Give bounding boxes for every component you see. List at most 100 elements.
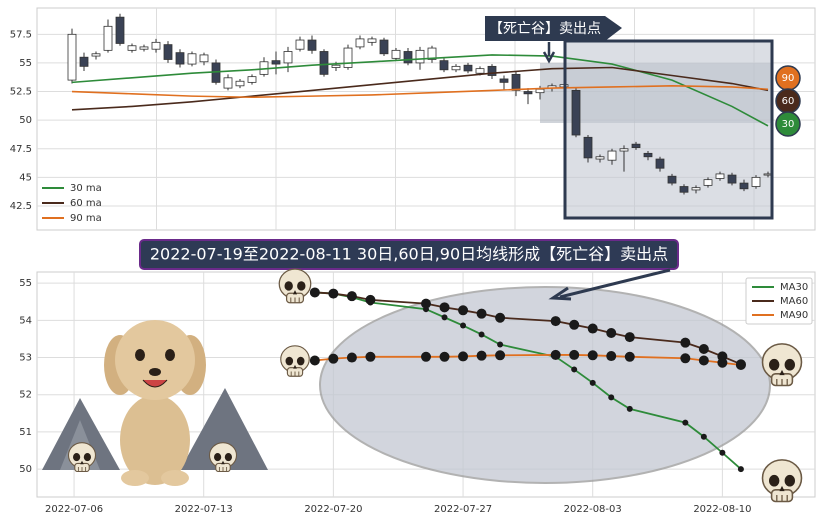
candle-body	[451, 65, 461, 71]
y-tick-label: 47.5	[10, 144, 32, 155]
marker	[587, 350, 598, 361]
candle-body	[187, 53, 197, 65]
candle-body	[295, 39, 305, 50]
marker	[571, 366, 578, 373]
marker	[497, 341, 504, 348]
ma-line	[71, 54, 769, 127]
y-tick-label: 50	[19, 464, 32, 475]
marker	[550, 349, 561, 360]
candle-body	[139, 46, 149, 50]
marker	[458, 351, 469, 362]
x-tick-label: 2022-07-13	[175, 504, 233, 515]
candle-body	[703, 179, 713, 186]
marker	[700, 433, 707, 440]
marker	[328, 353, 339, 364]
marker	[698, 355, 709, 366]
marker	[421, 351, 431, 362]
y-tick-label: 55	[19, 58, 32, 69]
candle-body	[163, 44, 173, 60]
marker	[626, 405, 633, 412]
candle-body	[115, 16, 125, 44]
candle-body	[331, 64, 341, 68]
candle-body	[655, 158, 665, 169]
y-tick-label: 45	[19, 172, 32, 183]
candle-body	[247, 76, 257, 83]
candle-body	[403, 51, 413, 64]
candle-body	[487, 65, 497, 76]
annotation-arrow	[542, 42, 556, 64]
candle-body	[523, 91, 533, 95]
marker	[421, 298, 431, 309]
candle-body	[499, 78, 509, 83]
marker	[478, 331, 485, 338]
candle-body	[727, 174, 737, 184]
x-tick-label: 2022-08-10	[693, 504, 751, 515]
end-label: 60	[782, 96, 795, 107]
candle-body	[391, 49, 401, 59]
candle-body	[511, 73, 521, 91]
candle-body	[235, 80, 245, 87]
marker	[476, 308, 487, 319]
candle-body	[199, 54, 209, 63]
y-tick-label: 55	[19, 278, 32, 289]
candle-body	[67, 33, 77, 81]
candle-body	[103, 25, 113, 51]
candle-body	[715, 173, 725, 179]
marker	[476, 350, 487, 361]
marker	[606, 327, 617, 338]
candle-body	[79, 56, 89, 67]
candle-body	[271, 60, 281, 65]
legend-box	[745, 277, 813, 325]
ma-line	[71, 66, 769, 111]
marker	[365, 294, 376, 305]
y-tick-label: 54	[19, 315, 32, 326]
candle-body	[319, 51, 329, 75]
marker	[309, 355, 320, 366]
marker	[698, 343, 709, 354]
candle-body	[667, 175, 677, 184]
candle-body	[223, 77, 233, 89]
marker	[606, 351, 617, 362]
candle-body	[439, 60, 449, 71]
end-badge	[775, 111, 801, 137]
x-tick-label: 2022-08-03	[564, 504, 622, 515]
end-label: 30	[782, 119, 795, 130]
legend-label: MA60	[780, 296, 808, 307]
marker	[589, 379, 596, 386]
y-tick-label: 57.5	[10, 29, 32, 40]
marker	[495, 312, 506, 323]
candle-body	[643, 152, 653, 158]
legend-label: 60 ma	[70, 198, 102, 209]
candle-body	[679, 186, 689, 193]
marker	[680, 353, 691, 364]
marker	[346, 291, 357, 302]
candle-body	[415, 49, 425, 64]
marker	[328, 288, 339, 299]
title-arrow	[548, 268, 671, 301]
y-tick-label: 52.5	[10, 87, 32, 98]
annotation-box	[485, 16, 622, 41]
candle-body	[367, 38, 377, 43]
candle-body	[151, 41, 161, 50]
x-tick-label: 2022-07-06	[45, 504, 103, 515]
candle-body	[631, 143, 641, 149]
candle-body	[175, 52, 185, 65]
y-tick-label: 42.5	[10, 201, 32, 212]
y-tick-label: 50	[19, 115, 32, 126]
marker	[309, 287, 320, 298]
legend-label: 30 ma	[70, 183, 102, 194]
candle-body	[307, 39, 317, 51]
marker	[624, 351, 635, 362]
candle-body	[283, 51, 293, 64]
candle-body	[127, 45, 137, 51]
candle-body	[751, 176, 761, 187]
legend-label: 90 ma	[70, 213, 102, 224]
highlight-box	[565, 41, 772, 218]
marker	[569, 349, 580, 360]
y-tick-label: 53	[19, 353, 32, 364]
marker	[587, 323, 598, 334]
x-tick-label: 2022-07-27	[434, 504, 492, 515]
marker	[365, 351, 376, 362]
marker	[458, 305, 469, 316]
marker	[608, 394, 615, 401]
